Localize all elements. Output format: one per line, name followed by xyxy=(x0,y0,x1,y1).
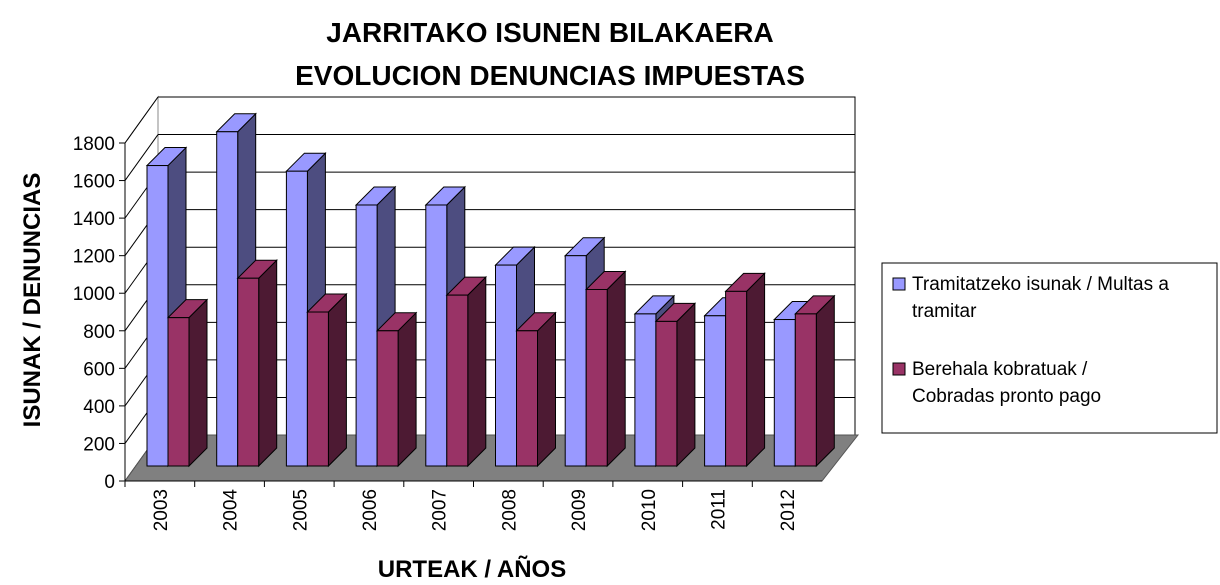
legend-swatch xyxy=(892,362,906,376)
bar xyxy=(725,290,748,467)
bar xyxy=(655,320,678,467)
bar-side xyxy=(537,311,556,468)
y-tick-label: 1200 xyxy=(73,247,115,268)
bar xyxy=(376,330,399,467)
bar xyxy=(634,313,657,467)
x-tick-label: 2009 xyxy=(569,489,590,531)
bar-side xyxy=(327,292,347,468)
y-tick-label: 1000 xyxy=(73,284,115,305)
bar-side xyxy=(258,259,278,468)
legend-label: Berehala kobratuak / Cobradas pronto pago xyxy=(912,359,1101,407)
bar xyxy=(146,165,169,467)
bar xyxy=(216,131,239,467)
x-tick-label: 2004 xyxy=(221,489,242,532)
grid-line xyxy=(124,96,159,144)
chart-title: EVOLUCION DENUNCIAS IMPUESTAS xyxy=(295,60,805,91)
bar-side xyxy=(467,275,487,468)
bar xyxy=(516,330,538,467)
legend-label: Tramitatzeko isunak / Multas a tramitar xyxy=(912,274,1169,322)
bar-side xyxy=(746,272,766,468)
x-tick-label: 2003 xyxy=(151,489,172,531)
x-tick-label: 2005 xyxy=(290,489,311,531)
bar xyxy=(495,264,517,467)
y-tick-label: 0 xyxy=(104,472,115,493)
bar xyxy=(794,313,817,467)
bar-side xyxy=(188,298,208,468)
y-tick-label: 400 xyxy=(83,397,115,418)
bar xyxy=(425,204,448,467)
chart-title: JARRITAKO ISUNEN BILAKAERA xyxy=(326,17,774,48)
y-tick-label: 1400 xyxy=(73,209,115,230)
grid-line xyxy=(124,134,159,181)
x-tick-label: 2011 xyxy=(708,489,729,530)
bar xyxy=(585,288,608,467)
bar xyxy=(446,294,469,467)
bar xyxy=(167,317,190,467)
y-tick-label: 200 xyxy=(83,434,115,455)
bar xyxy=(564,255,587,467)
bar xyxy=(773,319,796,467)
y-tick-label: 1800 xyxy=(73,134,115,155)
bar xyxy=(306,311,329,467)
bar xyxy=(355,204,378,467)
y-tick-label: 600 xyxy=(83,359,115,380)
bar-side xyxy=(676,302,696,468)
x-tick-label: 2010 xyxy=(639,489,660,531)
bar xyxy=(237,277,260,467)
legend-box xyxy=(881,262,1218,434)
x-tick-label: 2012 xyxy=(778,489,799,531)
x-tick-label: 2008 xyxy=(499,489,520,531)
bar-side xyxy=(606,270,626,468)
y-tick-label: 1600 xyxy=(73,172,115,193)
bar-side xyxy=(815,294,835,468)
legend-swatch xyxy=(892,277,906,291)
x-tick-label: 2007 xyxy=(430,489,451,531)
bar xyxy=(704,315,727,467)
x-axis-label: URTEAK / AÑOS xyxy=(378,555,566,583)
bar xyxy=(285,170,308,467)
bar-side xyxy=(397,311,417,468)
y-axis-label: ISUNAK / DENUNCIAS xyxy=(19,173,46,428)
x-tick-label: 2006 xyxy=(360,489,381,531)
y-tick-label: 800 xyxy=(83,322,115,343)
